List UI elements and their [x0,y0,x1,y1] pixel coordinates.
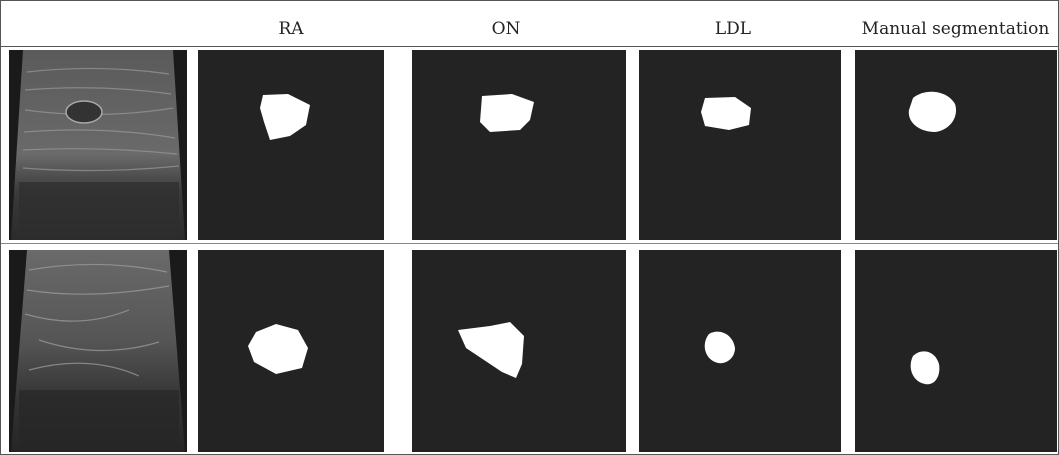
column-title-ra: RA [196,19,386,39]
manual-mask-row-1 [855,50,1057,240]
ultrasound-image-row-2 [9,250,187,452]
ldl-mask-row-1 [639,50,841,240]
ra-mask-row-2 [198,250,384,452]
ra-mask-row-1 [198,50,384,240]
on-mask-row-1 [412,50,626,240]
row-divider [1,243,1058,244]
ldl-mask-row-2 [639,250,841,452]
column-title-on: ON [411,19,601,39]
on-mask-row-2 [412,250,626,452]
header-divider [1,46,1058,47]
column-title-ldl: LDL [638,19,828,39]
ultrasound-image-row-1 [9,50,187,240]
column-title-manual: Manual segmentation [853,19,1058,39]
manual-mask-row-2 [855,250,1057,452]
